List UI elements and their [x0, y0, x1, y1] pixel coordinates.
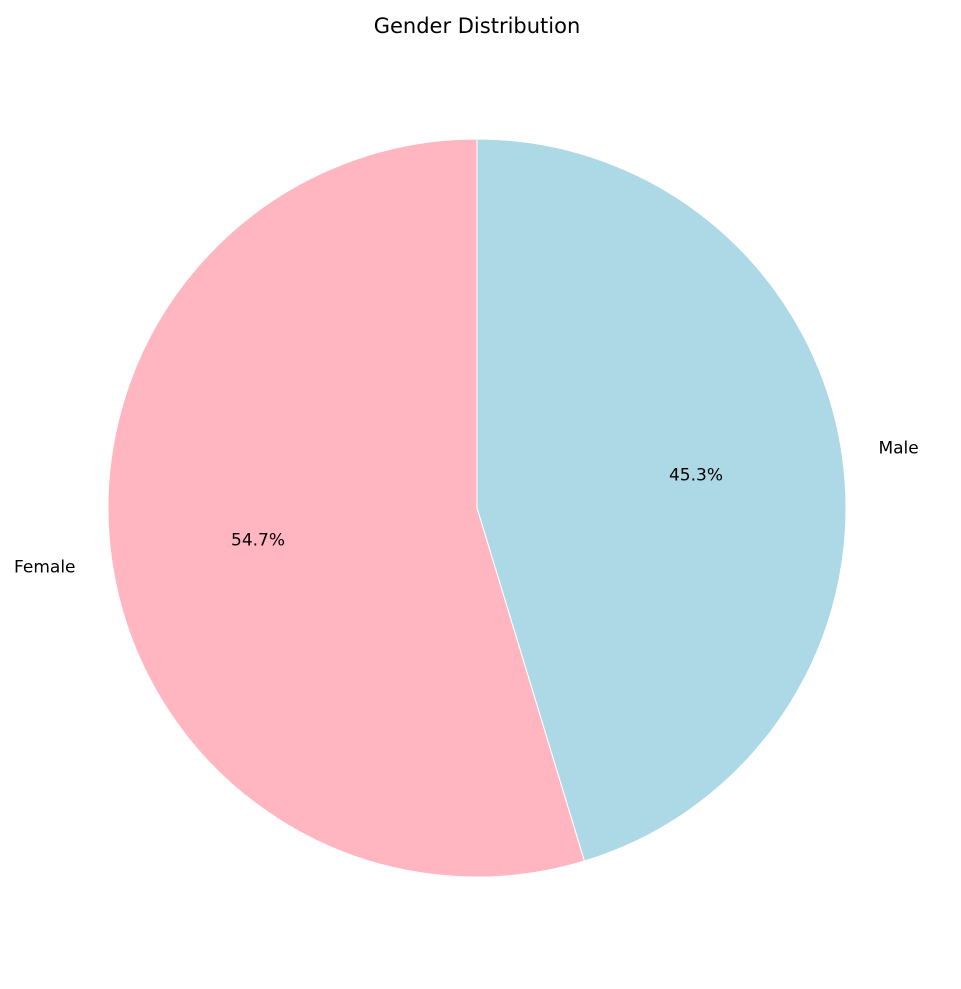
slice-label-male: Male [878, 438, 918, 458]
pie-labels: Male 45.3% Female 54.7% [14, 438, 919, 577]
pie-slices [107, 138, 847, 878]
slice-percent-male: 45.3% [669, 465, 723, 485]
slice-label-female: Female [14, 558, 75, 578]
pie-slice-female [107, 138, 586, 878]
pie-slice-male [476, 138, 847, 862]
slice-percent-female: 54.7% [231, 531, 285, 551]
chart-title: Gender Distribution [374, 14, 581, 38]
